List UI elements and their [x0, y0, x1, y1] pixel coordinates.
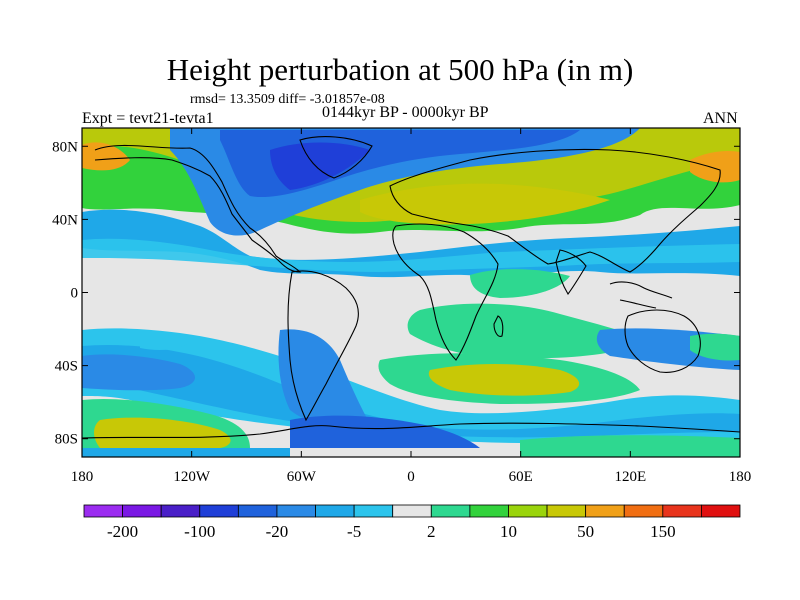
season-label: ANN: [703, 110, 738, 127]
nh-subtropical-negative-band-light: [82, 238, 740, 272]
nh-warm-spot: [82, 142, 130, 171]
experiment-label: Expt = tevt21-tevta1: [82, 110, 214, 127]
lon-tick-label: 180: [729, 469, 752, 485]
lon-tick-label: 0: [407, 469, 415, 485]
colorbar-label: -20: [266, 522, 289, 541]
south-america-negative: [278, 329, 370, 427]
tropical-pacific-negative-patch: [140, 333, 190, 350]
colorbar-box: [701, 504, 741, 518]
colorbar-box: [469, 504, 509, 518]
latitude-axis: 80N 40N 0 40S 80S: [52, 139, 740, 448]
colorbar-box: [237, 504, 278, 518]
colorbar-box: [508, 504, 548, 518]
antarctic-negative: [290, 415, 480, 448]
madagascar-coast: [493, 315, 504, 337]
nh-negative-trough-deep: [270, 142, 370, 190]
colorbar-box: [623, 504, 664, 518]
lon-tick-label: 120W: [173, 469, 211, 485]
colorbar-box: [546, 504, 587, 518]
africa-coast: [392, 223, 499, 361]
colorbar-box: [585, 504, 625, 518]
colorbar-box: [315, 504, 355, 518]
antarctic-pacific-negative: [82, 448, 290, 457]
colorbar-box: [276, 504, 316, 518]
south-indian-positive-core: [428, 364, 580, 396]
colorbar-label: -200: [107, 522, 138, 541]
period-label: 0144kyr BP - 0000kyr BP: [322, 104, 489, 121]
coastlines: [82, 136, 740, 439]
colorbar-label: -5: [347, 522, 361, 541]
australia-coast: [624, 309, 701, 373]
height-perturbation-field: [82, 128, 740, 457]
eurasia-positive-core: [360, 183, 610, 225]
tasman-positive: [690, 333, 740, 361]
colorbar-box: [122, 504, 162, 518]
lon-tick-label: 60E: [509, 469, 533, 485]
lat-tick-label: 40S: [55, 359, 78, 375]
greenland-coast: [299, 136, 373, 179]
colorbar-box: [83, 504, 123, 518]
colorbar-box: [662, 504, 702, 518]
colorbar-label: 10: [500, 522, 517, 541]
colorbar-label: 2: [427, 522, 436, 541]
south-pacific-positive-core: [94, 417, 231, 448]
southeast-asia-islands: [609, 281, 673, 309]
sh-negative-ring: [82, 328, 740, 443]
antarctica-coast: [82, 422, 740, 439]
eurasia-coast: [389, 148, 721, 273]
colorbar-label: 50: [577, 522, 594, 541]
south-america-coast: [287, 270, 359, 422]
lon-tick-label: 180: [71, 469, 94, 485]
lat-tick-label: 0: [71, 286, 79, 302]
lat-tick-label: 80S: [55, 432, 78, 448]
lat-tick-label: 80N: [52, 139, 78, 155]
south-pacific-negative: [82, 354, 195, 391]
colorbar-box: [353, 504, 394, 518]
colorbar-label: -100: [184, 522, 215, 541]
pacific-positive-core: [690, 150, 740, 183]
longitude-axis: 180 120W 60W 0 60E 120E 180: [71, 128, 752, 485]
lon-tick-label: 60W: [287, 469, 317, 485]
indian-ocean-positive: [407, 303, 650, 359]
south-polar-positive: [520, 435, 740, 457]
colorbar: -200 -100 -20 -5 2 10 50 150: [83, 504, 741, 541]
lon-tick-label: 120E: [614, 469, 646, 485]
plot-title: Height perturbation at 500 hPa (in m): [166, 52, 634, 87]
stats-line: rmsd= 13.3509 diff= -3.01857e-08: [190, 92, 385, 107]
lat-tick-label: 40N: [52, 212, 78, 228]
colorbar-box: [199, 504, 239, 518]
colorbar-box: [160, 504, 201, 518]
india-coast: [555, 249, 587, 295]
north-america-coast: [94, 144, 302, 273]
colorbar-box: [392, 504, 432, 518]
colorbar-label: 150: [650, 522, 676, 541]
colorbar-box: [430, 504, 471, 518]
